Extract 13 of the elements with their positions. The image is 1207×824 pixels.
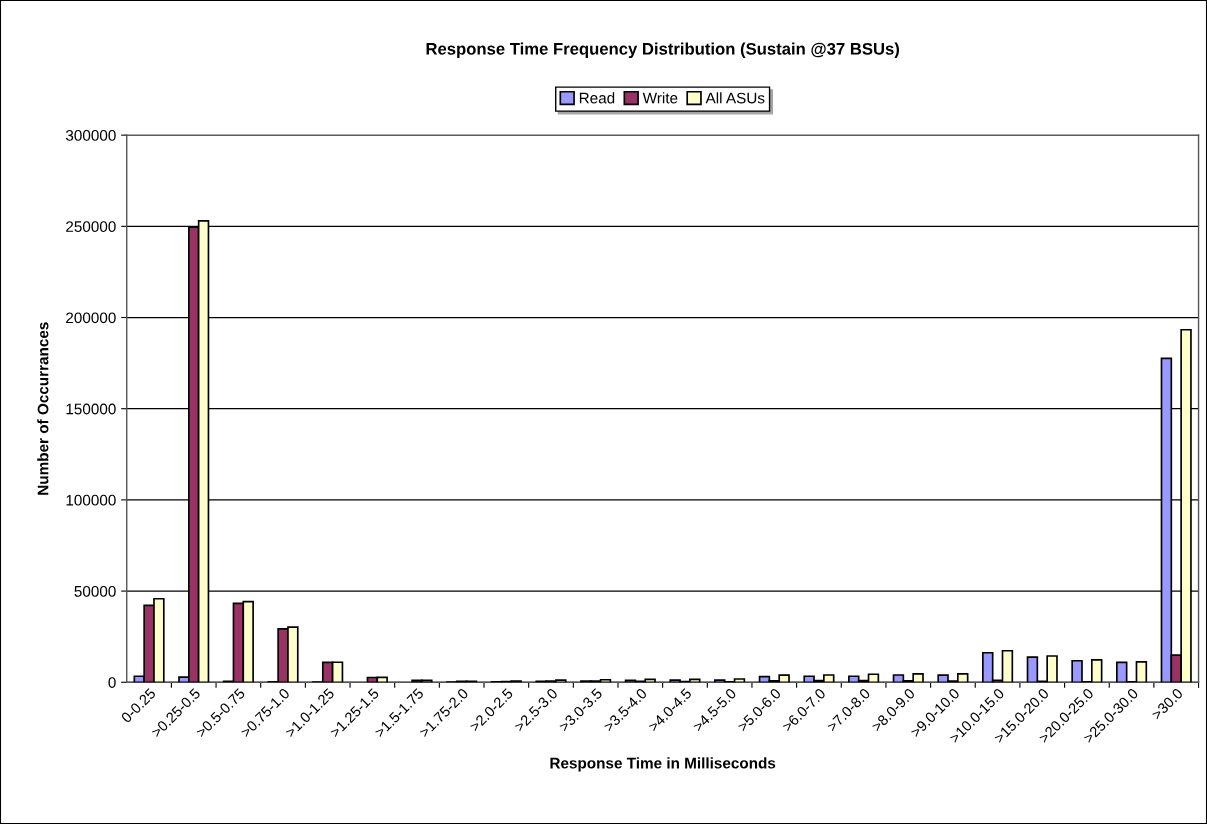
y-axis-title: Number of Occurrances bbox=[37, 322, 49, 495]
y-tick-label: 50000 bbox=[74, 585, 116, 597]
y-tick-label: 0 bbox=[108, 677, 116, 688]
y-tick-label: 150000 bbox=[66, 403, 116, 415]
legend-label: Write bbox=[642, 92, 678, 104]
y-tick-label: 250000 bbox=[66, 221, 116, 233]
legend-label: Read bbox=[579, 92, 615, 104]
x-axis-title: Response Time in Milliseconds bbox=[550, 757, 776, 772]
y-tick-label: 200000 bbox=[66, 312, 116, 324]
chart-title: Response Time Frequency Distribution (Sustain @37 BSUs) bbox=[426, 42, 900, 59]
legend-label: All ASUs bbox=[705, 92, 765, 104]
y-tick-label: 100000 bbox=[66, 494, 116, 506]
y-tick-label: 300000 bbox=[65, 130, 116, 141]
